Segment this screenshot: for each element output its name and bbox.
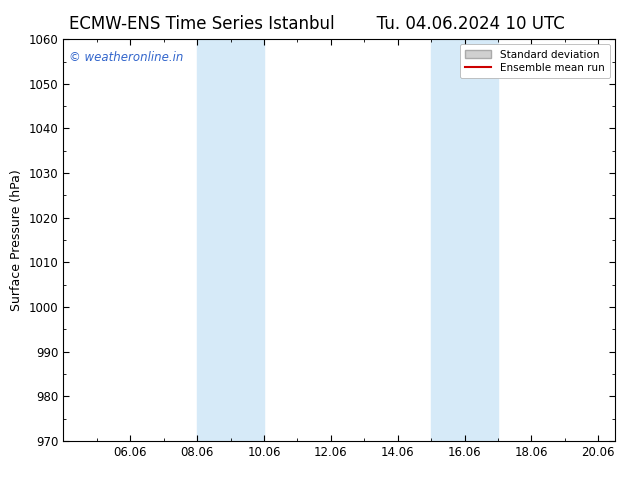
Legend: Standard deviation, Ensemble mean run: Standard deviation, Ensemble mean run — [460, 45, 610, 78]
Text: © weatheronline.in: © weatheronline.in — [69, 51, 183, 64]
Bar — [197, 39, 264, 441]
Text: ECMW-ENS Time Series Istanbul        Tu. 04.06.2024 10 UTC: ECMW-ENS Time Series Istanbul Tu. 04.06.… — [69, 15, 565, 33]
Y-axis label: Surface Pressure (hPa): Surface Pressure (hPa) — [10, 169, 23, 311]
Bar — [431, 39, 498, 441]
